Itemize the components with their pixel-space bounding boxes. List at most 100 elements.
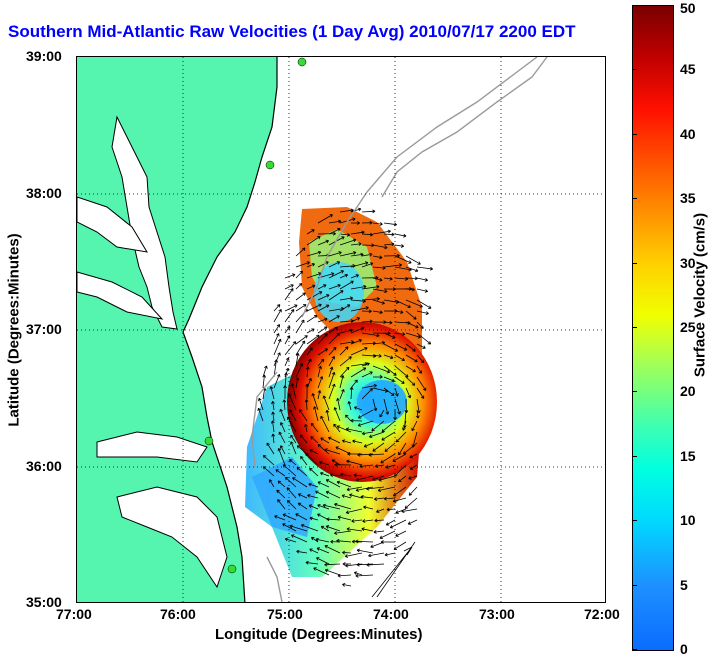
x-tick-label: 72:00 — [584, 606, 620, 622]
velocity-arrow — [313, 567, 330, 576]
velocity-arrow — [405, 255, 421, 265]
velocity-arrow — [305, 366, 310, 378]
colorbar-tick-mark — [632, 649, 637, 650]
velocity-arrow — [273, 333, 280, 345]
velocity-arrow — [339, 375, 345, 389]
velocity-arrow — [416, 365, 422, 374]
velocity-arrow — [295, 292, 306, 301]
velocity-arrow — [371, 420, 385, 432]
velocity-arrow — [416, 387, 425, 399]
velocity-arrow — [384, 552, 396, 557]
velocity-arrow — [306, 263, 315, 268]
velocity-arrow — [350, 379, 358, 389]
velocity-arrow — [300, 523, 319, 532]
velocity-arrow — [308, 504, 319, 510]
velocity-arrow — [324, 545, 341, 554]
velocity-arrow — [344, 552, 363, 558]
colorbar-tick-mark — [632, 391, 637, 393]
velocity-arrow — [368, 453, 385, 457]
velocity-arrow — [306, 236, 321, 246]
velocity-arrow — [284, 304, 298, 312]
velocity-arrow — [339, 280, 354, 290]
velocity-arrow — [372, 288, 388, 294]
velocity-arrow — [328, 436, 341, 444]
velocity-arrow — [372, 244, 388, 250]
colorbar-tick-label: 0 — [680, 641, 688, 657]
map-plot-area[interactable] — [76, 56, 606, 603]
velocity-arrow — [394, 343, 408, 351]
velocity-arrow — [320, 525, 330, 532]
velocity-arrow — [342, 550, 352, 555]
velocity-arrow — [308, 482, 319, 488]
velocity-arrow — [273, 374, 281, 389]
velocity-arrow — [328, 283, 341, 290]
velocity-arrow — [349, 386, 354, 400]
y-axis-label: Latitude (Degrees:Minutes) — [5, 233, 23, 427]
velocity-arrow — [416, 310, 429, 315]
velocity-arrow — [324, 448, 341, 455]
velocity-arrow — [324, 568, 341, 576]
velocity-arrow — [290, 434, 297, 444]
velocity-arrow — [395, 431, 407, 443]
velocity-arrow — [279, 422, 286, 433]
velocity-arrow — [342, 582, 352, 587]
velocity-arrow — [385, 464, 396, 469]
velocity-arrow — [379, 409, 385, 418]
velocity-arrow — [311, 393, 319, 411]
velocity-arrow — [273, 352, 281, 367]
velocity-arrow — [339, 366, 350, 378]
velocity-arrow — [362, 519, 374, 523]
velocity-arrow — [337, 573, 352, 578]
velocity-arrow — [306, 315, 318, 323]
velocity-arrow — [295, 270, 304, 279]
velocity-arrow — [383, 232, 395, 237]
y-tick-label: 37:00 — [26, 321, 62, 337]
velocity-arrow — [317, 390, 322, 400]
velocity-arrow — [405, 310, 417, 320]
colorbar-tick-label: 10 — [680, 512, 696, 529]
velocity-arrow — [284, 273, 296, 279]
velocity-arrow — [282, 399, 287, 411]
velocity-arrow — [306, 334, 320, 345]
velocity-arrow — [309, 548, 319, 554]
velocity-arrow — [325, 479, 341, 488]
velocity-arrow — [270, 420, 275, 433]
velocity-arrow — [269, 479, 275, 488]
velocity-arrow — [317, 317, 328, 323]
velocity-arrow — [394, 332, 406, 336]
velocity-arrow — [289, 524, 308, 532]
velocity-arrow — [368, 552, 385, 558]
velocity-arrow — [393, 541, 407, 550]
velocity-arrow — [337, 515, 352, 521]
velocity-arrow — [296, 549, 308, 554]
velocity-arrow — [305, 452, 319, 466]
velocity-arrow — [295, 340, 306, 356]
velocity-arrow — [286, 487, 297, 499]
velocity-arrow — [322, 395, 330, 411]
velocity-arrow — [289, 409, 297, 422]
velocity-arrow — [328, 383, 336, 400]
velocity-arrow — [262, 454, 275, 466]
velocity-arrow — [416, 277, 428, 282]
velocity-arrow — [320, 415, 330, 433]
velocity-arrow — [357, 420, 374, 427]
velocity-arrow — [333, 423, 341, 433]
velocity-arrow — [416, 266, 434, 271]
velocity-arrow — [274, 515, 286, 521]
velocity-arrow — [394, 365, 409, 378]
velocity-arrow — [416, 288, 429, 293]
colorbar-tick-label: 35 — [680, 190, 696, 207]
velocity-arrow — [276, 489, 286, 499]
velocity-arrow — [347, 401, 352, 411]
albemarle-sound — [96, 431, 208, 463]
velocity-arrow — [273, 304, 281, 312]
velocity-arrow — [277, 480, 286, 488]
velocity-arrow — [315, 537, 330, 543]
velocity-arrow — [258, 397, 264, 411]
velocity-arrow — [383, 398, 390, 415]
velocity-arrow — [316, 557, 330, 565]
velocity-arrow — [392, 497, 407, 503]
velocity-arrow — [309, 516, 319, 521]
velocity-arrow — [415, 409, 420, 419]
velocity-arrow — [381, 420, 396, 433]
